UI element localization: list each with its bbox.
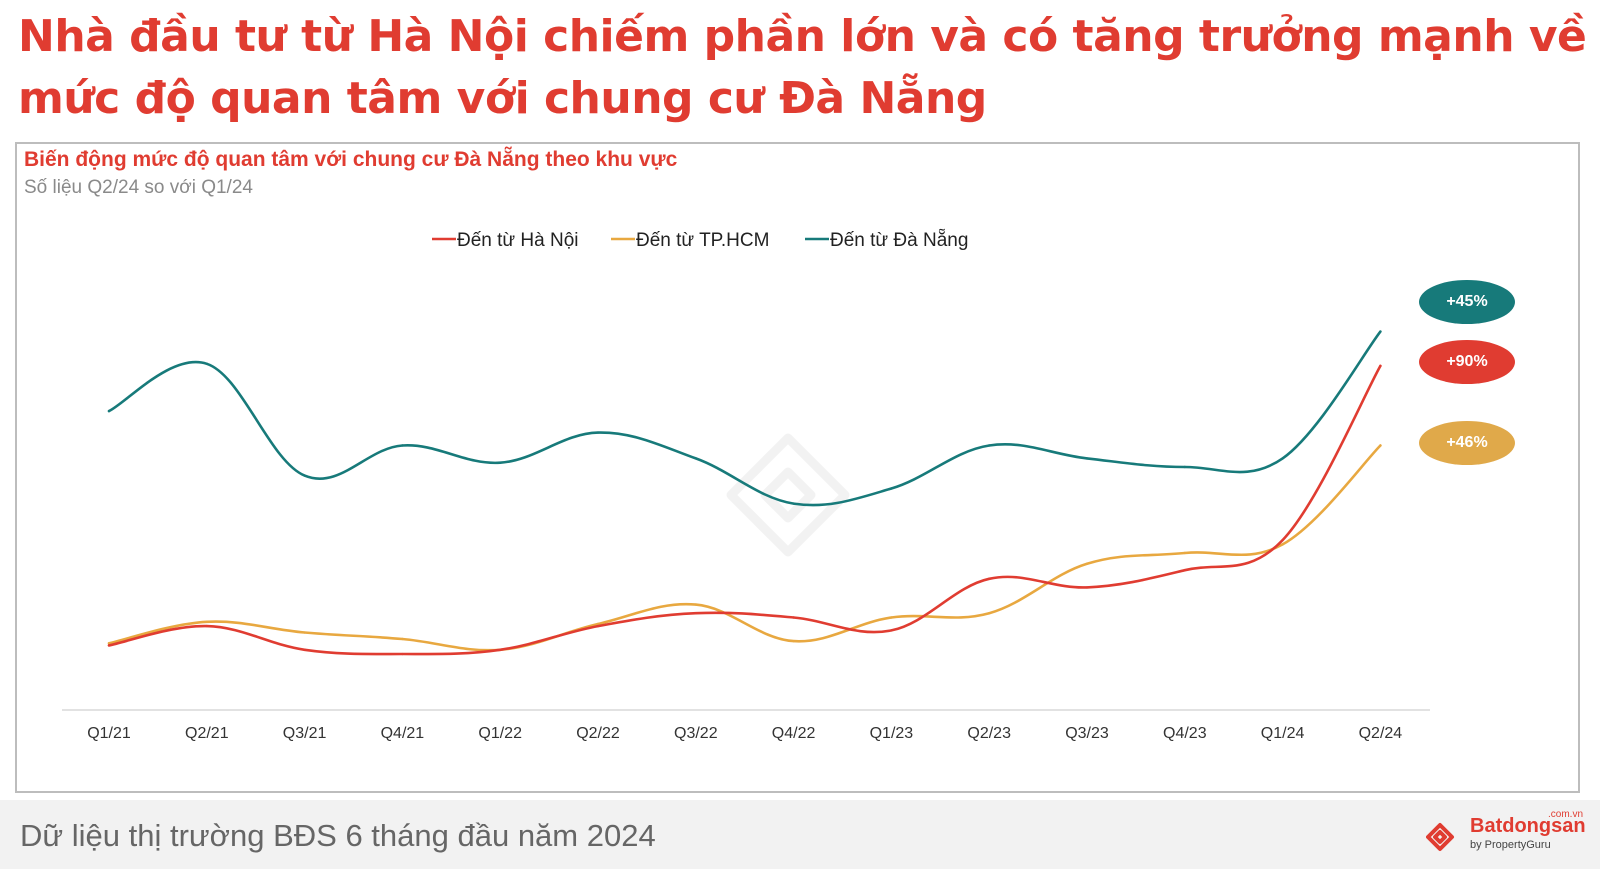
data-point [596, 622, 600, 626]
x-tick-label: Q2/22 [576, 725, 620, 742]
badge-da-nang: +45% [1419, 280, 1515, 324]
badge-ha-noi: +90% [1419, 340, 1515, 384]
x-tick-label: Q2/23 [967, 725, 1011, 742]
data-point [303, 631, 306, 634]
x-tick-label: Q4/21 [381, 725, 425, 742]
badge-tp-hcm: +46% [1419, 421, 1515, 465]
footer-text: Dữ liệu thị trường BĐS 6 tháng đầu năm 2… [20, 818, 656, 853]
data-point [890, 487, 893, 490]
data-point [1183, 569, 1187, 572]
data-point [107, 409, 111, 413]
x-tick-label: Q1/24 [1261, 725, 1305, 742]
data-point [694, 457, 697, 460]
data-point [401, 444, 404, 447]
data-point [1379, 330, 1382, 333]
data-point [1281, 543, 1284, 546]
data-point [303, 474, 306, 477]
data-point [303, 648, 306, 651]
data-point [499, 461, 502, 464]
brand-name: Batdongsan [1470, 815, 1586, 837]
data-point [205, 362, 208, 365]
data-point [205, 624, 208, 628]
x-tick-label: Q4/23 [1163, 725, 1207, 742]
legend-item: Đến từ Đà Nẵng [805, 230, 968, 251]
data-point [890, 629, 893, 632]
data-point [988, 612, 991, 615]
series-1 [107, 444, 1382, 652]
chart-subtitle: Số liệu Q2/24 so với Q1/24 [24, 177, 253, 198]
x-tick-label: Q1/21 [87, 725, 131, 742]
legend-label: Đến từ Hà Nội [457, 230, 579, 251]
x-tick-label: Q1/22 [478, 725, 522, 742]
series-2 [107, 330, 1382, 507]
data-point [205, 620, 208, 623]
x-tick-label: Q3/23 [1065, 725, 1109, 742]
x-tick-label: Q2/21 [185, 725, 229, 742]
data-point [1085, 457, 1089, 460]
data-point [694, 612, 697, 615]
series-line [107, 364, 1382, 656]
x-tick-label: Q1/23 [870, 725, 914, 742]
data-point [1281, 457, 1284, 460]
data-point [401, 652, 404, 656]
data-point [1281, 538, 1284, 542]
x-tick-label: Q4/22 [772, 725, 816, 742]
data-point [792, 639, 795, 643]
data-point [1085, 562, 1089, 565]
data-point [890, 616, 893, 619]
data-point [107, 644, 111, 647]
brand-sub: by PropertyGuru [1470, 839, 1551, 851]
x-tick-label: Q3/22 [674, 725, 718, 742]
data-point [596, 431, 600, 434]
data-point [1379, 444, 1382, 447]
data-point [1379, 364, 1382, 368]
brand-logo-icon [1426, 823, 1454, 851]
data-point [1183, 465, 1187, 469]
data-point [1183, 551, 1187, 555]
data-point [499, 648, 502, 651]
page-headline: Nhà đầu tư từ Hà Nội chiếm phần lớn và c… [18, 11, 1587, 124]
data-point [107, 642, 111, 645]
footer-bar [0, 800, 1600, 869]
x-tick-label: Q2/24 [1359, 725, 1403, 742]
series-0 [107, 364, 1382, 656]
x-tick-label: Q3/21 [283, 725, 327, 742]
chart-title: Biến động mức độ quan tâm với chung cư Đ… [24, 148, 678, 171]
data-point [988, 577, 991, 580]
legend-label: Đến từ Đà Nẵng [830, 230, 968, 251]
data-point [1085, 586, 1089, 589]
legend-item: Đến từ TP.HCM [611, 230, 769, 251]
data-point [792, 502, 795, 505]
chart-panel [15, 142, 1580, 793]
data-point [596, 624, 600, 628]
data-point [792, 616, 795, 619]
data-point [401, 637, 404, 641]
data-point [694, 603, 697, 606]
data-point [988, 444, 991, 447]
legend-label: Đến từ TP.HCM [636, 230, 769, 251]
legend-item: Đến từ Hà Nội [432, 230, 579, 251]
watermark-icon [726, 433, 850, 557]
brand-domain: .com.vn [1548, 809, 1584, 820]
